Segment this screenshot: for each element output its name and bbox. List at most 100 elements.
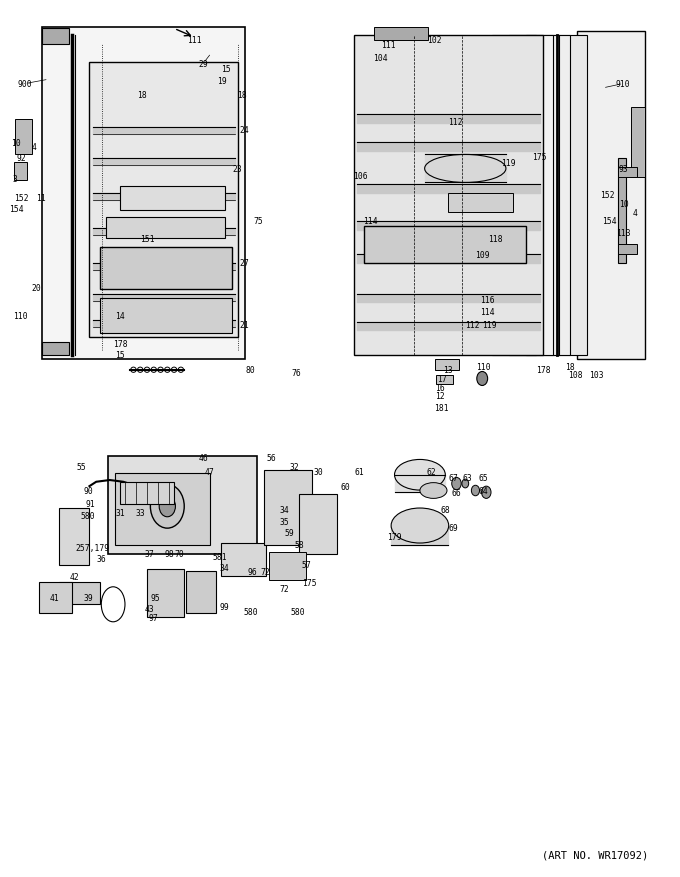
Text: 30: 30	[313, 467, 323, 476]
Bar	[364, 227, 526, 264]
Text: 154: 154	[9, 205, 24, 214]
Circle shape	[150, 485, 184, 529]
Bar	[543, 36, 588, 355]
Text: 111: 111	[187, 36, 202, 46]
Bar	[42, 27, 245, 360]
Text: 55: 55	[76, 462, 86, 471]
Circle shape	[471, 486, 479, 496]
Bar	[99, 248, 232, 290]
Text: 112: 112	[448, 118, 462, 126]
Text: 4: 4	[632, 209, 637, 217]
Text: 56: 56	[266, 453, 276, 462]
Text: 32: 32	[289, 462, 299, 471]
Text: 72: 72	[279, 584, 290, 594]
Bar	[15, 119, 32, 154]
Bar	[99, 299, 232, 333]
Text: 119: 119	[481, 320, 496, 330]
Ellipse shape	[424, 155, 506, 183]
Text: 95: 95	[151, 593, 160, 602]
Text: 41: 41	[50, 593, 59, 602]
Text: 91: 91	[86, 500, 96, 509]
Text: 102: 102	[428, 36, 442, 46]
Text: (ART NO. WR17092): (ART NO. WR17092)	[542, 850, 648, 859]
Bar	[526, 36, 571, 355]
Text: 93: 93	[618, 165, 628, 174]
Text: 900: 900	[18, 80, 33, 89]
Text: 178: 178	[113, 339, 127, 348]
Text: 70: 70	[174, 549, 184, 559]
Text: 36: 36	[97, 554, 107, 564]
Text: 112: 112	[464, 320, 479, 330]
Text: 151: 151	[139, 235, 154, 244]
Text: 65: 65	[479, 474, 488, 482]
Text: 12: 12	[435, 392, 445, 401]
Text: 39: 39	[83, 593, 93, 602]
Circle shape	[462, 480, 469, 488]
Text: 96: 96	[247, 567, 257, 576]
Text: 23: 23	[232, 165, 242, 174]
Text: 34: 34	[220, 563, 230, 573]
Text: 4: 4	[31, 143, 36, 152]
Ellipse shape	[394, 460, 445, 490]
Bar	[14, 163, 27, 181]
Text: 62: 62	[426, 467, 437, 476]
Text: 29: 29	[199, 60, 208, 68]
Text: 104: 104	[373, 53, 388, 63]
Bar	[509, 36, 554, 355]
Text: 580: 580	[81, 511, 95, 520]
Text: 114: 114	[363, 217, 378, 226]
Text: 69: 69	[449, 524, 458, 532]
Text: 17: 17	[437, 374, 447, 383]
Text: 97: 97	[149, 613, 158, 622]
Bar	[631, 108, 645, 178]
Text: 99: 99	[220, 602, 230, 611]
Text: 581: 581	[212, 552, 226, 561]
Text: 11: 11	[36, 194, 46, 203]
Text: 15: 15	[115, 351, 124, 360]
Text: 68: 68	[440, 506, 450, 515]
Text: 19: 19	[217, 77, 226, 86]
Text: 111: 111	[381, 40, 396, 50]
Text: 21: 21	[239, 320, 249, 330]
Text: 152: 152	[14, 194, 29, 203]
Text: 76: 76	[291, 368, 301, 377]
Text: 109: 109	[475, 251, 490, 260]
Bar	[108, 456, 257, 554]
Text: 80: 80	[245, 366, 256, 374]
Text: 580: 580	[243, 607, 258, 616]
Text: 24: 24	[239, 126, 249, 135]
Text: 63: 63	[462, 474, 472, 482]
Bar	[269, 553, 306, 580]
Bar	[120, 187, 225, 211]
Text: 113: 113	[616, 229, 630, 238]
Text: 66: 66	[452, 488, 461, 497]
Text: 175: 175	[302, 578, 317, 588]
Text: 114: 114	[480, 307, 495, 317]
Text: 178: 178	[536, 366, 551, 374]
Text: 27: 27	[239, 260, 249, 268]
Text: 103: 103	[589, 371, 603, 380]
Bar	[115, 474, 210, 545]
Text: 16: 16	[435, 383, 445, 392]
Bar	[39, 582, 73, 613]
Circle shape	[477, 372, 488, 386]
Text: 18: 18	[137, 90, 147, 99]
Text: 31: 31	[115, 509, 124, 517]
Bar	[59, 509, 90, 566]
Text: 90: 90	[83, 487, 93, 496]
Text: 35: 35	[279, 517, 290, 526]
Text: 116: 116	[480, 296, 495, 305]
Text: 33: 33	[135, 509, 145, 517]
Text: 175: 175	[532, 153, 547, 161]
Text: 108: 108	[568, 371, 583, 380]
Text: 34: 34	[279, 506, 290, 515]
Text: 110: 110	[13, 311, 28, 321]
Text: 42: 42	[69, 572, 80, 581]
Circle shape	[452, 478, 461, 490]
Text: 106: 106	[353, 172, 368, 181]
Bar	[42, 29, 69, 45]
Text: 43: 43	[144, 604, 154, 614]
Bar	[299, 495, 337, 554]
Text: 257,179: 257,179	[75, 543, 110, 553]
Text: 15: 15	[222, 65, 231, 74]
